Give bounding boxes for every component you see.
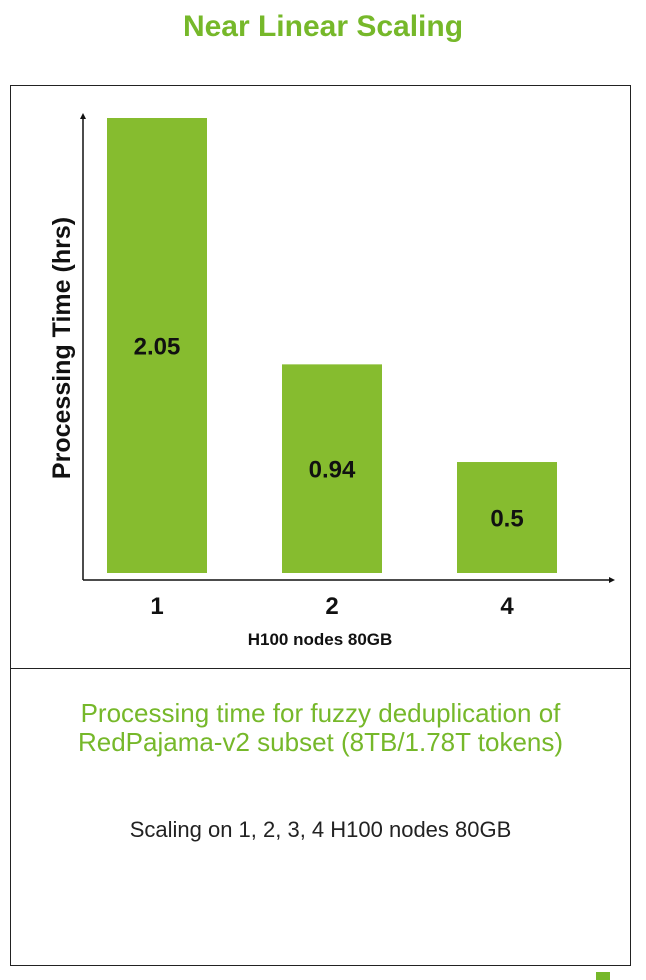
- y-axis-label: Processing Time (hrs): [48, 217, 76, 479]
- x-tick-label: 4: [500, 593, 514, 620]
- bar-value-label: 0.5: [490, 506, 523, 533]
- caption-panel: Processing time for fuzzy deduplication …: [10, 668, 631, 966]
- caption-line-1: Processing time for fuzzy deduplication …: [80, 698, 561, 728]
- x-tick-label: 2: [325, 593, 338, 620]
- x-axis-arrow: [609, 577, 615, 583]
- y-axis-arrow: [80, 113, 86, 119]
- bar: [457, 462, 557, 573]
- bar: [282, 364, 382, 573]
- caption-line-2: RedPajama-v2 subset (8TB/1.78T tokens): [77, 727, 564, 757]
- caption-subtitle: Scaling on 1, 2, 3, 4 H100 nodes 80GB: [129, 817, 512, 842]
- bar-chart: 2.05 1 0.94 2 0.5 4 Processing Time (hrs) H10…: [48, 113, 615, 649]
- bar: [107, 118, 207, 573]
- page-title: Near Linear Scaling: [182, 10, 464, 43]
- bar-value-label: 0.94: [309, 457, 356, 484]
- chart-bars: 2.05 1 0.94 2 0.5 4: [107, 118, 557, 620]
- x-axis-label: H100 nodes 80GB: [248, 630, 393, 649]
- x-tick-label: 1: [150, 593, 163, 620]
- corner-mark: [596, 972, 610, 980]
- chart-axes: [80, 113, 615, 583]
- bar-value-label: 2.05: [134, 334, 181, 361]
- caption-heading: Processing time for fuzzy deduplication …: [11, 699, 630, 757]
